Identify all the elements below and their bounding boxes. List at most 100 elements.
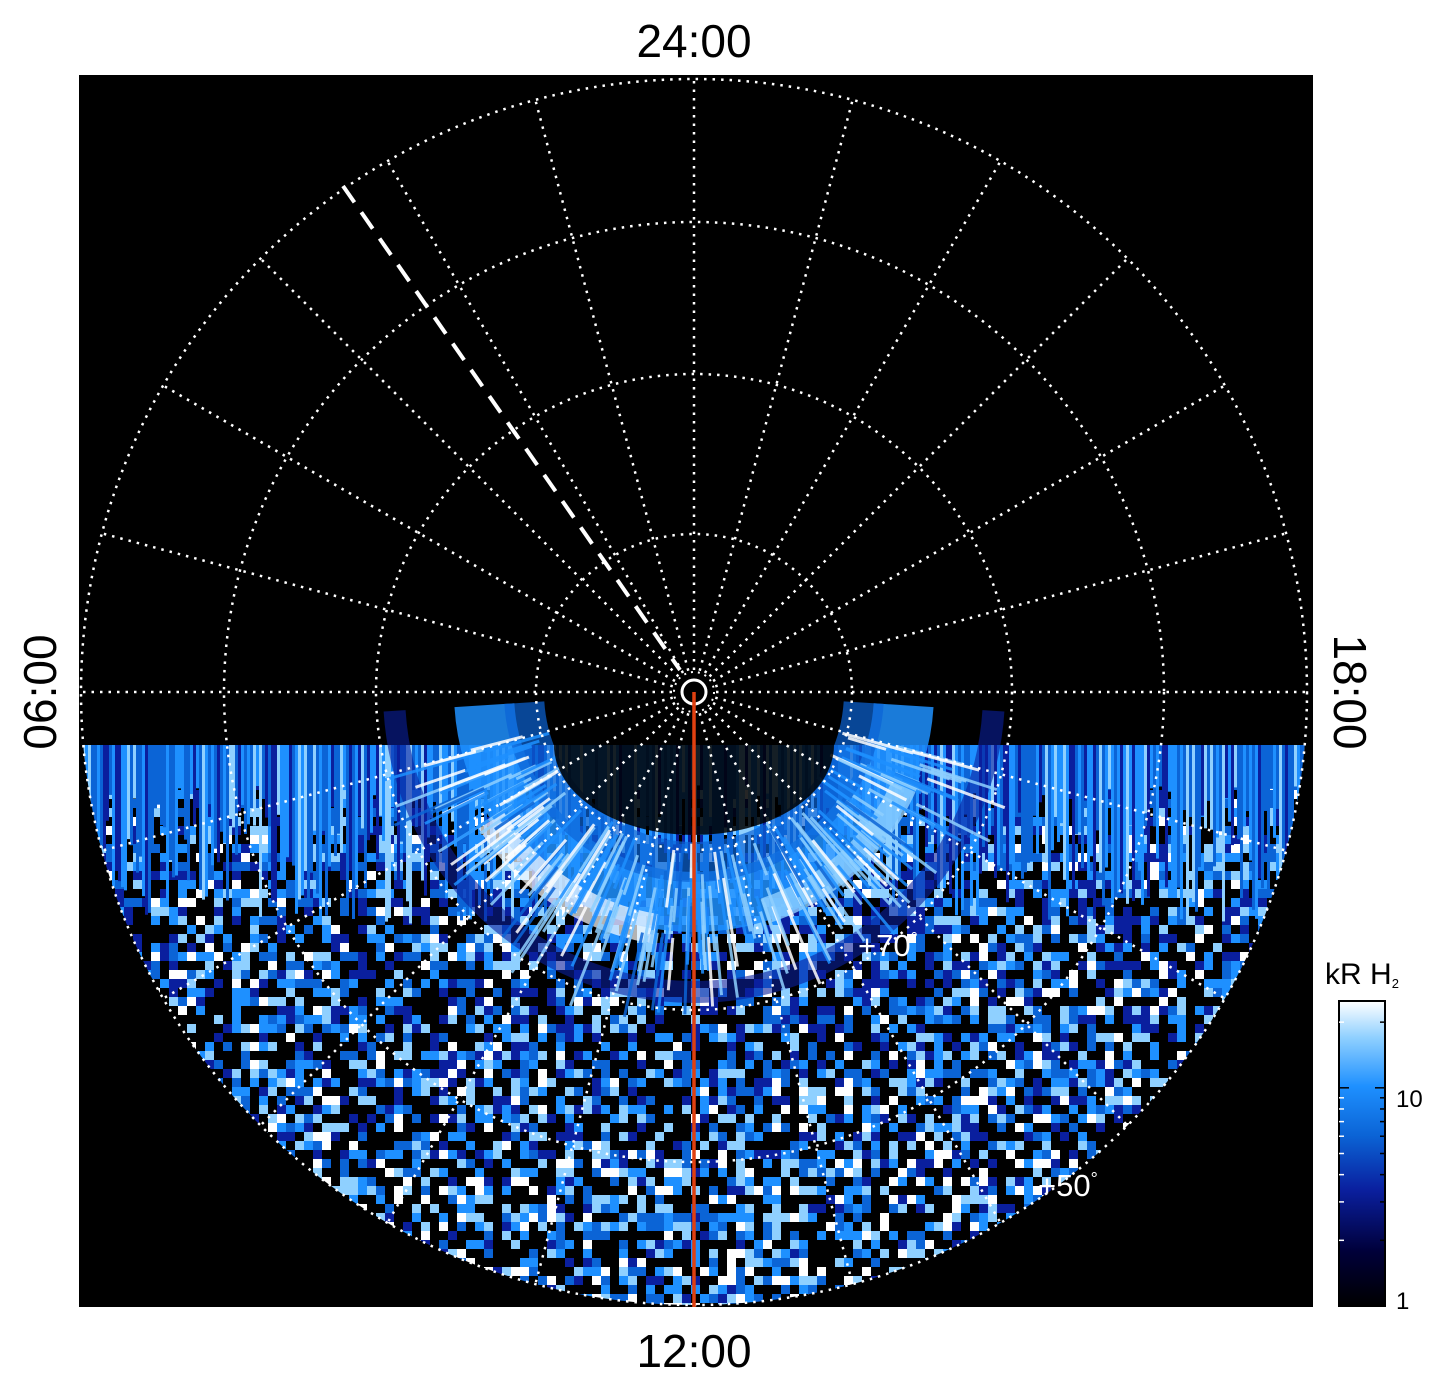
emission-pixel xyxy=(448,1078,457,1087)
emission-pixel xyxy=(340,943,349,952)
emission-pixel xyxy=(1150,844,1159,853)
emission-pixel xyxy=(1006,1078,1015,1087)
emission-pixel xyxy=(421,979,430,988)
emission-pixel xyxy=(331,853,340,862)
emission-pixel xyxy=(286,1078,295,1087)
emission-pixel xyxy=(1042,871,1051,880)
emission-pixel xyxy=(619,1114,628,1123)
emission-pixel xyxy=(808,1132,817,1141)
emission-pixel xyxy=(718,1294,727,1303)
emission-streak xyxy=(265,745,268,818)
emission-pixel xyxy=(709,1231,718,1240)
emission-pixel xyxy=(304,1132,313,1141)
emission-pixel xyxy=(1195,898,1204,907)
emission-pixel xyxy=(727,1276,736,1285)
emission-pixel xyxy=(502,943,511,952)
emission-pixel xyxy=(439,961,448,970)
emission-pixel xyxy=(1177,997,1186,1006)
emission-pixel xyxy=(997,988,1006,997)
emission-pixel xyxy=(394,1087,403,1096)
emission-pixel xyxy=(493,1042,502,1051)
emission-pixel xyxy=(619,1015,628,1024)
emission-pixel xyxy=(943,979,952,988)
emission-pixel xyxy=(412,1024,421,1033)
emission-pixel xyxy=(1087,889,1096,898)
emission-pixel xyxy=(898,1078,907,1087)
emission-pixel xyxy=(367,1051,376,1060)
auroral-streak xyxy=(589,841,626,913)
emission-pixel xyxy=(1114,925,1123,934)
emission-pixel xyxy=(871,889,880,898)
emission-pixel xyxy=(610,1051,619,1060)
emission-pixel xyxy=(808,1159,817,1168)
emission-pixel xyxy=(511,889,520,898)
emission-pixel xyxy=(1141,979,1150,988)
emission-pixel xyxy=(268,1024,277,1033)
emission-pixel xyxy=(502,898,511,907)
emission-pixel xyxy=(1150,907,1159,916)
auroral-streak xyxy=(852,794,885,817)
emission-pixel xyxy=(646,1096,655,1105)
emission-streak xyxy=(1261,745,1264,889)
emission-pixel xyxy=(763,1177,772,1186)
emission-pixel xyxy=(511,1033,520,1042)
emission-pixel xyxy=(745,1285,754,1294)
emission-pixel xyxy=(421,1087,430,1096)
emission-pixel xyxy=(196,1006,205,1015)
emission-pixel xyxy=(583,1069,592,1078)
emission-pixel xyxy=(763,1123,772,1132)
emission-pixel xyxy=(1123,1069,1132,1078)
emission-pixel xyxy=(1141,826,1150,835)
emission-pixel xyxy=(349,1150,358,1159)
emission-pixel xyxy=(844,1015,853,1024)
emission-pixel xyxy=(565,943,574,952)
emission-pixel xyxy=(628,1285,637,1294)
emission-pixel xyxy=(997,1204,1006,1213)
emission-pixel xyxy=(673,1168,682,1177)
emission-pixel xyxy=(1024,880,1033,889)
emission-pixel xyxy=(187,979,196,988)
emission-pixel xyxy=(907,1159,916,1168)
emission-pixel xyxy=(349,1006,358,1015)
emission-pixel xyxy=(1132,1024,1141,1033)
auroral-streak xyxy=(719,850,732,905)
emission-pixel xyxy=(304,970,313,979)
emission-pixel xyxy=(727,1267,736,1276)
emission-pixel xyxy=(934,1096,943,1105)
emission-streak xyxy=(1192,745,1195,903)
emission-pixel xyxy=(1042,898,1051,907)
emission-pixel xyxy=(538,1033,547,1042)
auroral-streak xyxy=(603,832,624,870)
emission-pixel xyxy=(124,916,133,925)
emission-streak xyxy=(1225,745,1228,799)
emission-pixel xyxy=(1123,907,1132,916)
emission-pixel xyxy=(628,1213,637,1222)
emission-pixel xyxy=(331,925,340,934)
emission-pixel xyxy=(385,961,394,970)
auroral-streak xyxy=(650,874,664,935)
emission-pixel xyxy=(520,1222,529,1231)
colorbar-title: kR H2 xyxy=(1325,958,1399,992)
emission-pixel xyxy=(700,1105,709,1114)
emission-pixel xyxy=(241,961,250,970)
emission-pixel xyxy=(340,1123,349,1132)
emission-pixel xyxy=(331,970,340,979)
emission-pixel xyxy=(943,1141,952,1150)
emission-pixel xyxy=(727,1069,736,1078)
emission-pixel xyxy=(268,952,277,961)
emission-pixel xyxy=(457,1204,466,1213)
emission-pixel xyxy=(295,997,304,1006)
emission-pixel xyxy=(889,952,898,961)
emission-streak xyxy=(199,745,202,890)
emission-pixel xyxy=(925,979,934,988)
emission-pixel xyxy=(556,934,565,943)
emission-pixel xyxy=(430,916,439,925)
auroral-streak xyxy=(874,758,921,778)
emission-pixel xyxy=(565,1069,574,1078)
emission-pixel xyxy=(943,1177,952,1186)
emission-pixel xyxy=(934,1006,943,1015)
emission-pixel xyxy=(277,907,286,916)
emission-pixel xyxy=(1060,1087,1069,1096)
emission-pixel xyxy=(502,1015,511,1024)
emission-pixel xyxy=(682,1096,691,1105)
